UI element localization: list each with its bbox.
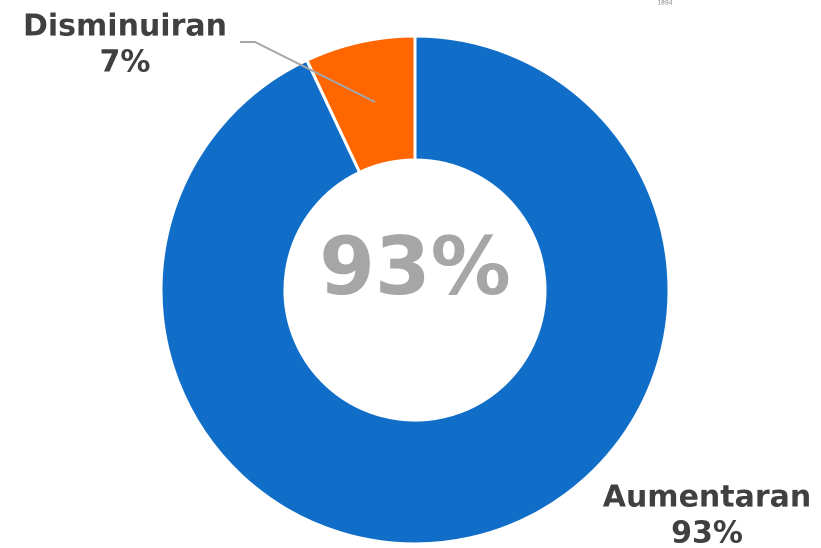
donut-slice: [159, 34, 671, 546]
category-label: Disminuiran: [23, 9, 227, 44]
center-label: 93%: [319, 220, 510, 313]
donut-slice: [304, 34, 417, 175]
leader-line: [240, 41, 376, 103]
value-label: 93%: [671, 516, 743, 548]
category-label: Aumentaran: [603, 480, 812, 515]
annotation: 1894: [657, 0, 672, 7]
value-label: 7%: [100, 45, 151, 80]
